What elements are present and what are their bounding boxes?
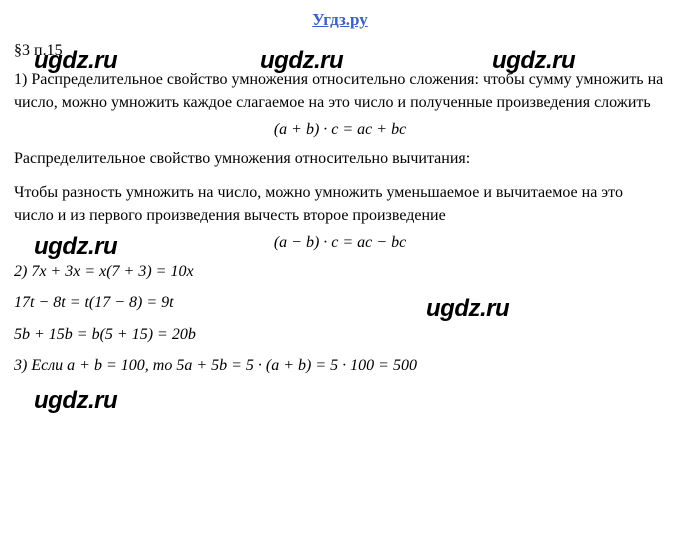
formula-text: (a − b) · c = ac − bc <box>274 234 406 251</box>
math-expression: 2) 7x + 3x = x(7 + 3) = 10x <box>14 263 194 280</box>
formula-distributive-subtraction: (a − b) · c = ac − bc <box>14 231 666 254</box>
item1-sub-body: Чтобы разность умножить на число, можно … <box>14 181 666 227</box>
item3: 3) Если a + b = 100, то 5a + 5b = 5 · (a… <box>14 354 666 377</box>
formula-text: (a + b) · c = ac + bc <box>274 121 406 138</box>
math-expression: 3) Если a + b = 100, то 5a + 5b = 5 · (a… <box>14 357 417 374</box>
item2-line1: 2) 7x + 3x = x(7 + 3) = 10x <box>14 260 666 283</box>
math-expression: 17t − 8t = t(17 − 8) = 9t <box>14 294 174 311</box>
page-header-link[interactable]: Угдз.ру <box>14 8 666 33</box>
section-label: §3 п.15 <box>14 39 666 62</box>
item2-line2: 17t − 8t = t(17 − 8) = 9t <box>14 291 666 314</box>
watermark: ugdz.ru <box>34 384 117 419</box>
item2-line3: 5b + 15b = b(5 + 15) = 20b <box>14 323 666 346</box>
item1-intro: 1) Распределительное свойство умножения … <box>14 68 666 114</box>
item1-sub-intro: Распределительное свойство умножения отн… <box>14 147 666 170</box>
math-expression: 5b + 15b = b(5 + 15) = 20b <box>14 326 196 343</box>
formula-distributive-addition: (a + b) · c = ac + bc <box>14 118 666 141</box>
